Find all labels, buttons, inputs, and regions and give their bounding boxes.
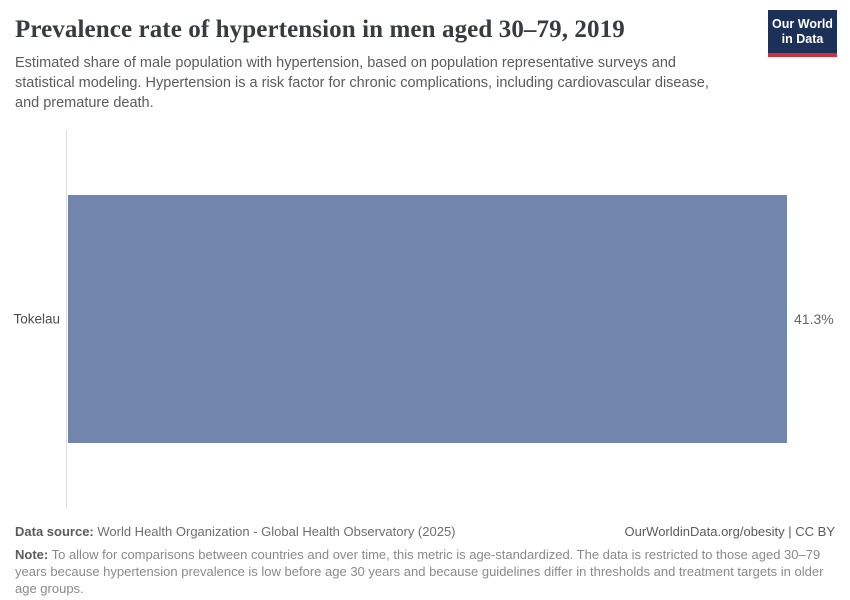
bar-chart: Tokelau 41.3% — [0, 130, 850, 508]
chart-header: Prevalence rate of hypertension in men a… — [0, 0, 850, 113]
owid-logo-line2: in Data — [781, 31, 824, 46]
data-source: Data source: World Health Organization -… — [15, 524, 456, 539]
data-source-text: World Health Organization - Global Healt… — [93, 524, 456, 539]
owid-license-link[interactable]: OurWorldinData.org/obesity | CC BY — [624, 524, 836, 539]
chart-subtitle: Estimated share of male population with … — [15, 55, 709, 111]
plot-area: 41.3% — [66, 130, 834, 508]
chart-note: Note: To allow for comparisons between c… — [15, 546, 835, 597]
note-text: To allow for comparisons between countri… — [15, 547, 824, 597]
owid-logo[interactable]: Our World in Data — [768, 10, 837, 57]
bar-value-label: 41.3% — [794, 311, 834, 327]
owid-logo-line1: Our World — [772, 17, 833, 31]
chart-footer: Data source: World Health Organization -… — [0, 524, 850, 597]
data-source-label: Data source: — [15, 524, 94, 539]
chart-title: Prevalence rate of hypertension in men a… — [15, 16, 625, 43]
source-row: Data source: World Health Organization -… — [15, 524, 835, 539]
bar[interactable] — [68, 195, 787, 443]
note-label: Note: — [15, 547, 49, 562]
bar-category-label: Tokelau — [13, 311, 60, 327]
